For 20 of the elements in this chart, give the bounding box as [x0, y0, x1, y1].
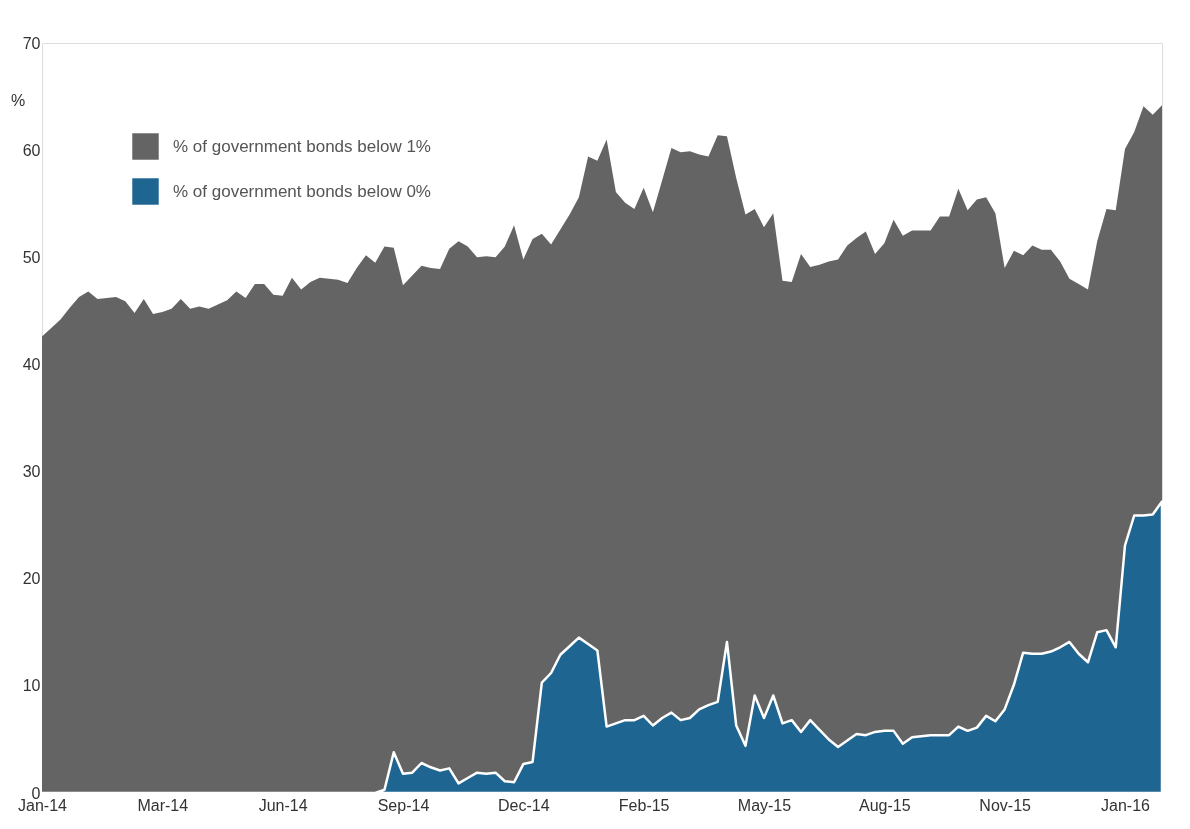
legend-label: % of government bonds below 0%	[173, 181, 431, 201]
x-tick-label: May-15	[737, 796, 792, 814]
x-tick-label: Dec-14	[498, 796, 550, 814]
legend-label: % of government bonds below 1%	[173, 136, 431, 156]
y-tick-label: 30	[22, 463, 41, 481]
x-tick-label: Aug-15	[859, 796, 911, 814]
x-tick-label: Sep-14	[377, 796, 430, 814]
y-tick-label: 40	[22, 355, 41, 373]
x-tick-label: Nov-15	[979, 796, 1032, 814]
y-tick-label: 20	[22, 570, 41, 588]
y-tick-label: 50	[22, 248, 41, 266]
y-tick-label: 0	[31, 784, 41, 802]
y-tick-label: 60	[22, 141, 41, 159]
x-tick-label: Mar-14	[137, 796, 189, 814]
x-tick-label: Jan-16	[1101, 796, 1151, 814]
y-axis-title: %	[10, 92, 26, 109]
x-tick-label: Feb-15	[618, 796, 670, 814]
x-tick-label: Jun-14	[258, 796, 308, 814]
y-tick-label: 10	[22, 677, 41, 695]
y-tick-label: 70	[22, 34, 41, 52]
